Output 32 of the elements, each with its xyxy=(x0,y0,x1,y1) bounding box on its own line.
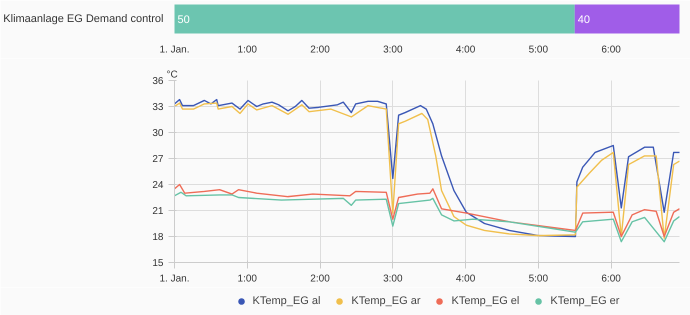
legend-label: KTemp_EG al xyxy=(252,295,320,307)
y-axis-title: °C xyxy=(166,70,178,80)
y-tick-label: Klimaanlage EG Demand control xyxy=(3,13,164,25)
line-series xyxy=(174,184,680,238)
x-tick-label: 3:00 xyxy=(383,44,403,56)
x-tick-label: 2:00 xyxy=(310,274,330,284)
x-tick-label: 2:00 xyxy=(310,44,330,56)
x-tick-label: 4:00 xyxy=(456,274,476,284)
y-tick-label: 33 xyxy=(152,102,164,113)
y-tick-label: 27 xyxy=(152,154,164,165)
y-tick-label: 18 xyxy=(152,232,164,243)
x-tick-label: 6:00 xyxy=(601,44,622,56)
y-tick-label: 24 xyxy=(152,180,164,191)
y-tick-label: 21 xyxy=(152,206,164,217)
x-tick-label: 5:00 xyxy=(528,274,549,284)
x-tick-label: 1:00 xyxy=(238,274,258,284)
series-label: 40 xyxy=(578,14,590,26)
y-tick-label: 36 xyxy=(152,76,164,87)
x-tick-label: 6:00 xyxy=(601,274,622,284)
x-tick-label: 1. Jan. xyxy=(159,44,190,56)
legend-label: KTemp_EG er xyxy=(550,295,620,307)
y-tick-label: 15 xyxy=(152,258,164,269)
x-tick-label: 5:00 xyxy=(528,44,549,56)
series-label: 50 xyxy=(178,14,190,26)
line-series xyxy=(174,192,680,242)
x-tick-label: 4:00 xyxy=(456,44,476,56)
x-tick-label: 1. Jan. xyxy=(159,274,190,284)
legend-label: KTemp_EG ar xyxy=(351,295,420,307)
x-tick-label: 1:00 xyxy=(238,44,258,56)
y-tick-label: 30 xyxy=(152,128,164,139)
x-tick-label: 3:00 xyxy=(383,274,403,284)
legend-label: KTemp_EG el xyxy=(452,295,520,307)
